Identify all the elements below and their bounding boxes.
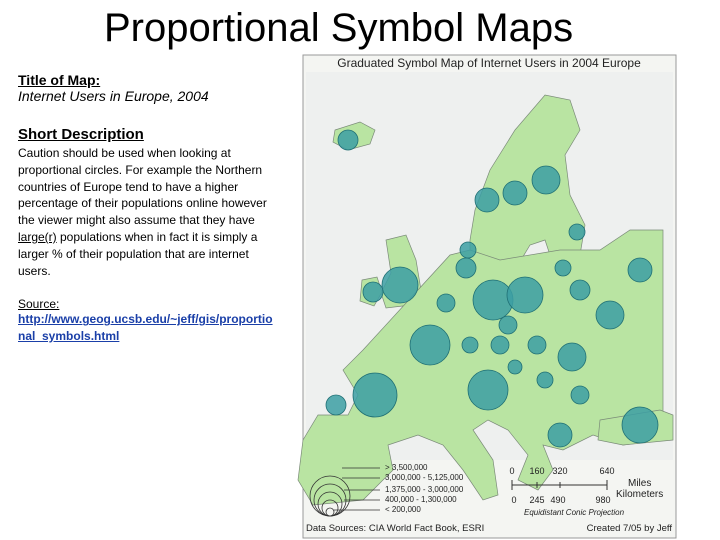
legend-label: 3,000,000 - 5,125,000 xyxy=(385,473,464,482)
legend-label: < 200,000 xyxy=(385,505,421,514)
title-label: Title of Map: xyxy=(18,72,101,88)
credit: Created 7/05 by Jeff xyxy=(587,523,673,534)
scale-label: 160 xyxy=(529,466,544,476)
description: Caution should be used when looking at p… xyxy=(18,145,276,279)
legend-label: 400,000 - 1,300,000 xyxy=(385,495,457,504)
legend-label: 1,375,000 - 3,000,000 xyxy=(385,485,464,494)
text: populations when in fact it is simply a … xyxy=(18,229,258,278)
slide-title: Proportional Symbol Maps xyxy=(104,6,574,50)
scale-label: 245 xyxy=(529,495,544,505)
title-text: Internet Users in Europe, 2004 xyxy=(18,88,209,104)
scale-label: 0 xyxy=(511,495,516,505)
map-title: Graduated Symbol Map of Internet Users i… xyxy=(337,56,641,70)
symbols xyxy=(325,129,659,448)
scale-label: 0 xyxy=(509,466,514,476)
km-label: Kilometers xyxy=(616,489,663,500)
text: large(r) xyxy=(18,229,57,244)
scale-label: 320 xyxy=(552,466,567,476)
left-column: Title of Map: Internet Users in Europe, … xyxy=(18,72,276,345)
legend-label: > 3,500,000 xyxy=(385,463,428,472)
description-label: Short Description xyxy=(18,126,144,143)
source-label: Source: xyxy=(18,297,60,312)
source-link[interactable]: http://www.geog.ucsb.edu/~jeff/gis/propo… xyxy=(18,312,273,344)
scale-label: 490 xyxy=(550,495,565,505)
scale-label: 640 xyxy=(599,466,614,476)
miles-label: Miles xyxy=(628,478,651,489)
legend-circles xyxy=(309,467,380,517)
text: Caution should be used when looking at p… xyxy=(18,146,267,228)
projection: Equidistant Conic Projection xyxy=(524,508,625,517)
data-sources: Data Sources: CIA World Fact Book, ESRI xyxy=(306,523,484,534)
scale-label: 980 xyxy=(595,495,610,505)
scale-bar xyxy=(511,480,608,490)
